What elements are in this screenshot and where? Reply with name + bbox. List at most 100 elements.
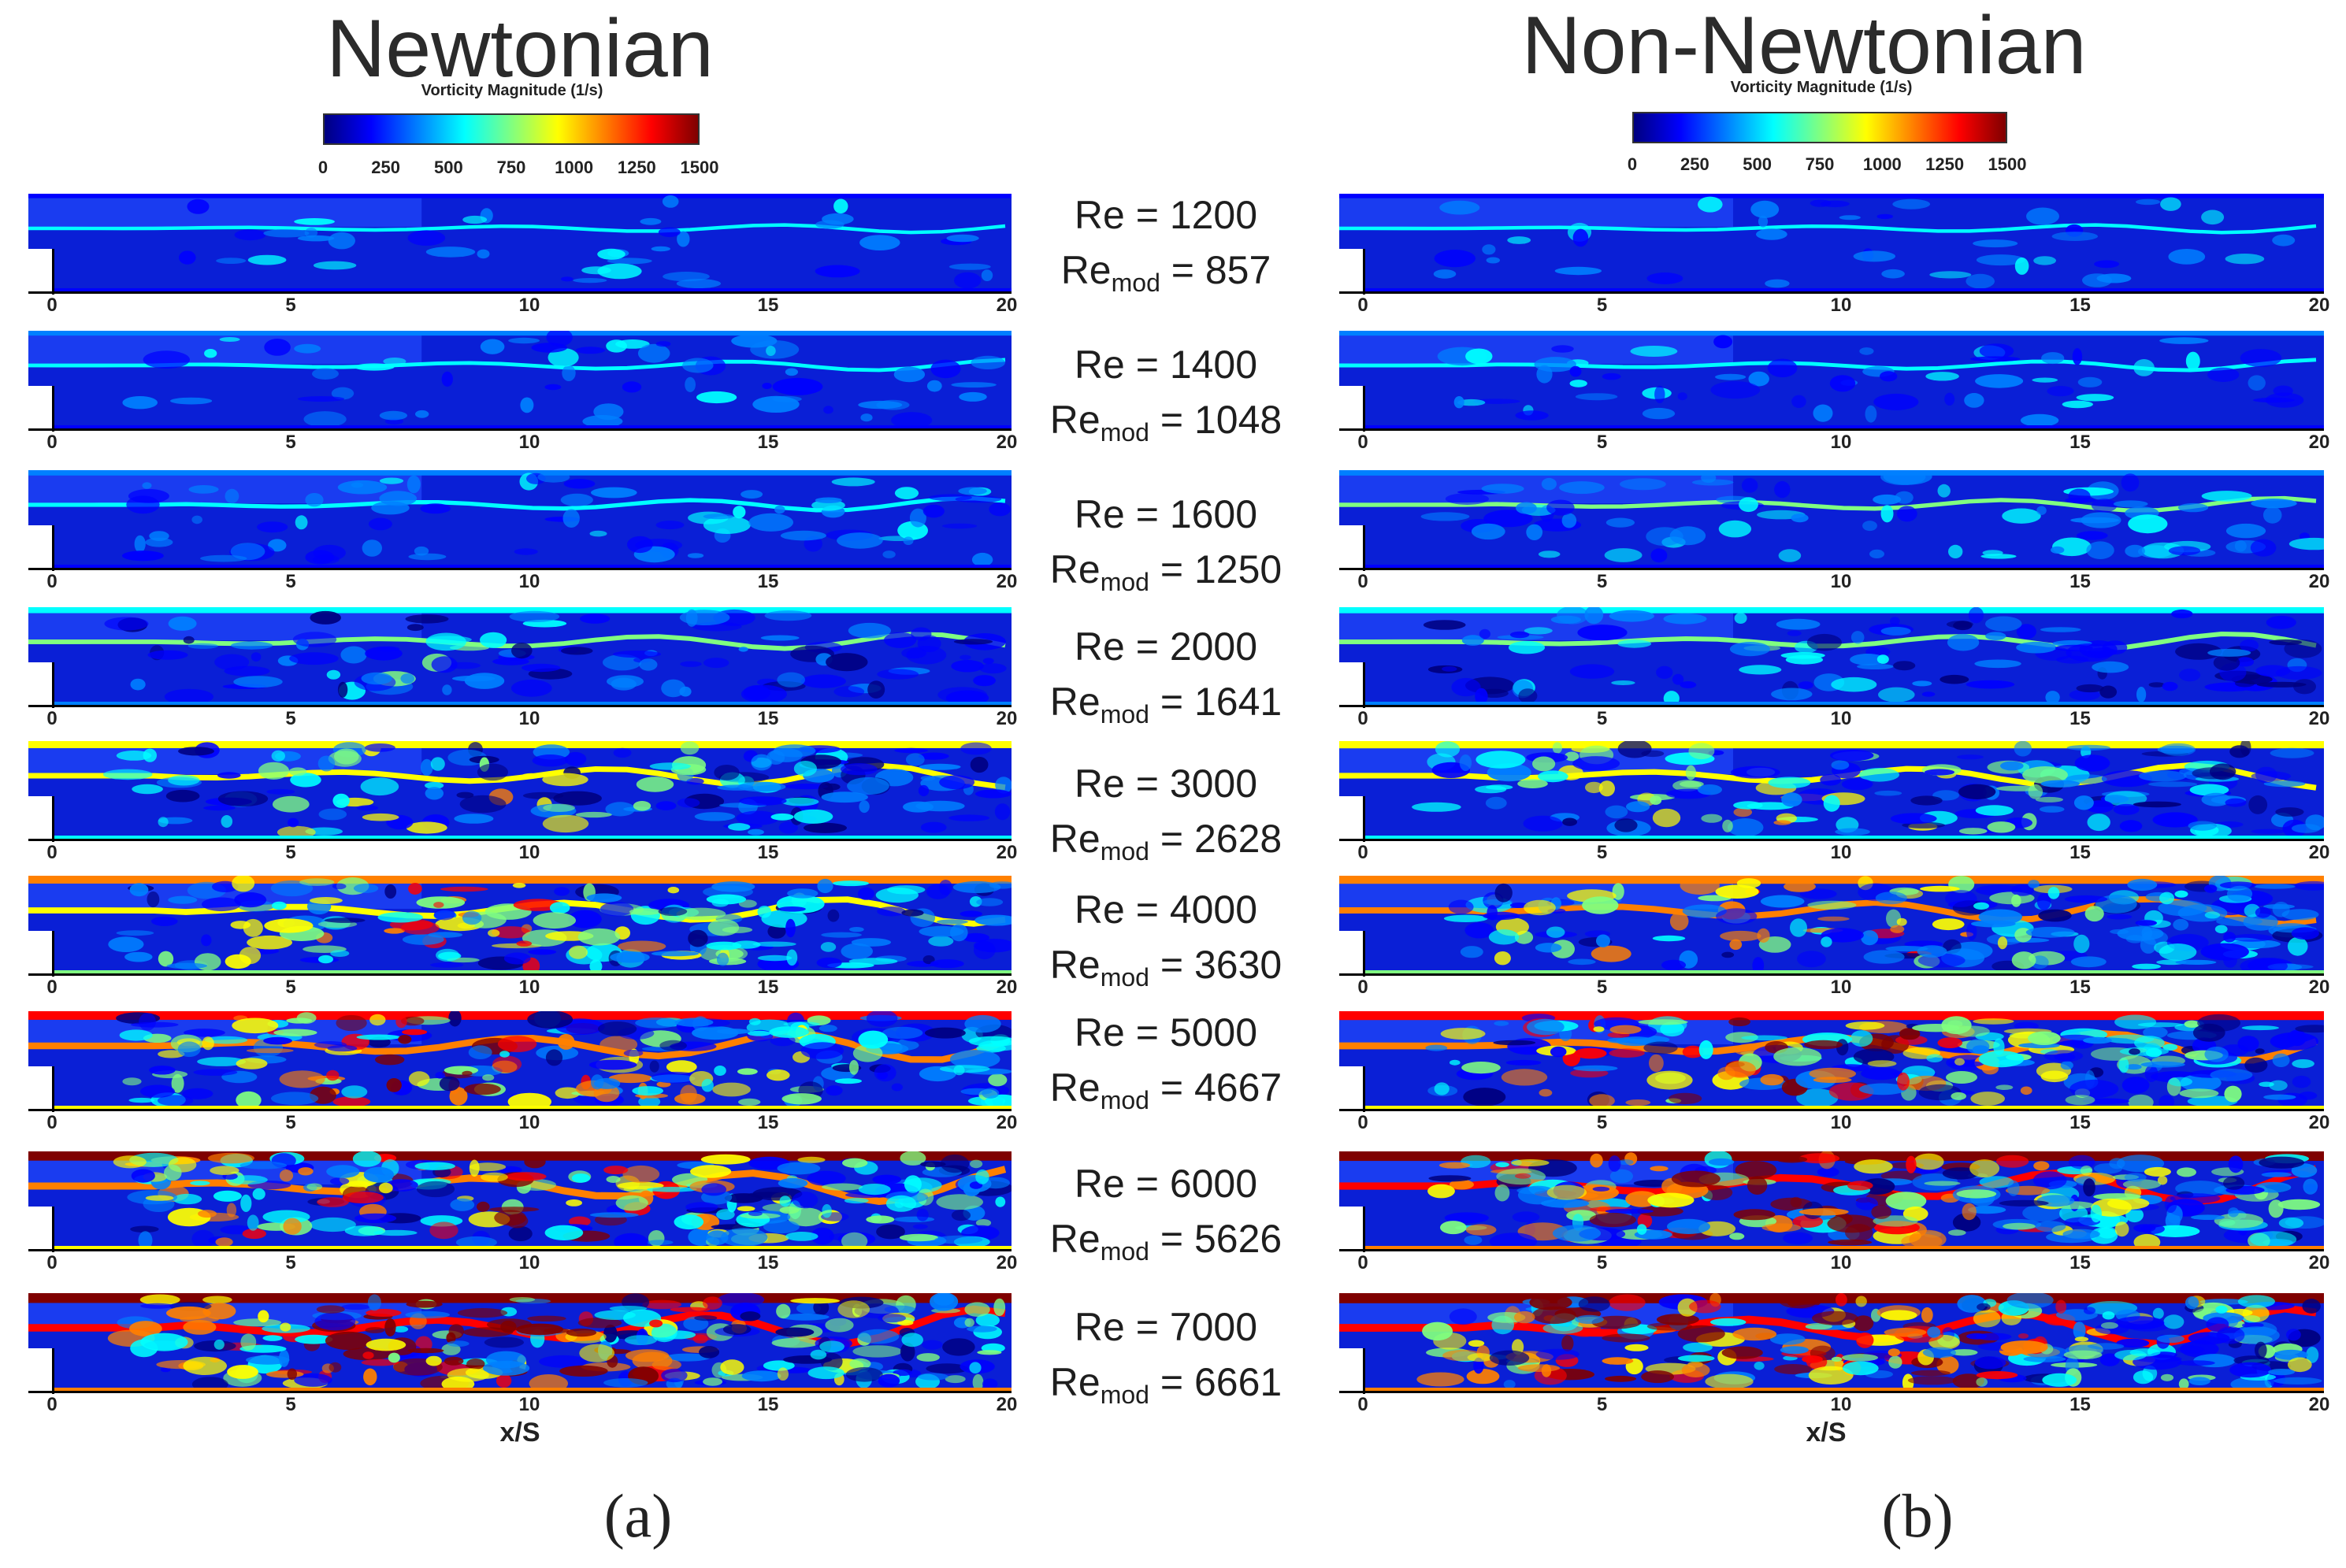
vortex-blob bbox=[1736, 878, 1761, 888]
vortex-blob bbox=[405, 1310, 450, 1319]
vortex-blob bbox=[1591, 1315, 1642, 1329]
vorticity-panel-newtonian bbox=[28, 331, 1012, 428]
vortex-blob bbox=[807, 1170, 846, 1186]
vortex-blob bbox=[1559, 481, 1605, 495]
vortex-blob bbox=[658, 227, 681, 237]
vortex-blob bbox=[1729, 939, 1743, 951]
vortex-blob bbox=[2133, 1370, 2154, 1385]
vortex-blob bbox=[210, 1166, 239, 1175]
vortex-blob bbox=[2229, 745, 2250, 758]
vortex-blob bbox=[2270, 747, 2314, 758]
vortex-blob bbox=[607, 258, 652, 265]
vorticity-panel-non-newtonian bbox=[1339, 741, 2324, 839]
vortex-blob bbox=[1535, 943, 1562, 953]
vortex-blob bbox=[477, 763, 509, 781]
re-mod-value: = 5626 bbox=[1149, 1217, 1283, 1261]
vortex-blob bbox=[904, 1175, 922, 1193]
vortex-blob bbox=[332, 1096, 371, 1107]
top-wall-shear bbox=[28, 1011, 1012, 1020]
vortex-blob bbox=[1660, 1021, 1685, 1037]
vortex-blob bbox=[1688, 743, 1715, 760]
inlet-jet bbox=[28, 331, 422, 364]
vortex-blob bbox=[362, 539, 382, 557]
vortex-blob bbox=[406, 1300, 443, 1308]
vortex-blob bbox=[193, 1069, 238, 1076]
vortex-blob bbox=[1475, 688, 1488, 705]
vortex-blob bbox=[1921, 1307, 1933, 1323]
step-wall bbox=[1363, 249, 1365, 295]
vortex-blob bbox=[407, 230, 446, 246]
top-wall-shear bbox=[1339, 876, 2324, 884]
vortex-blob bbox=[447, 1368, 489, 1382]
vortex-blob bbox=[951, 660, 984, 673]
vortex-blob bbox=[2293, 679, 2316, 695]
vortex-blob bbox=[277, 825, 316, 839]
vortex-blob bbox=[785, 784, 829, 790]
vortex-blob bbox=[187, 198, 210, 214]
vortex-blob bbox=[119, 1029, 153, 1041]
vortex-blob bbox=[1602, 1357, 1634, 1365]
vortex-blob bbox=[239, 1161, 288, 1170]
vortex-blob bbox=[1976, 1377, 1988, 1387]
vortex-blob bbox=[677, 798, 700, 808]
vortex-blob bbox=[2306, 1347, 2319, 1363]
vortex-blob bbox=[2076, 531, 2108, 540]
vortex-blob bbox=[2041, 352, 2065, 365]
vortex-blob bbox=[625, 1349, 670, 1362]
vortex-blob bbox=[579, 1344, 615, 1362]
x-tick-label: 15 bbox=[2069, 571, 2091, 592]
vortex-blob bbox=[1748, 371, 1769, 387]
x-axis-line bbox=[28, 291, 1012, 294]
vortex-blob bbox=[1433, 269, 1457, 279]
x-tick-label: 20 bbox=[2308, 708, 2330, 729]
vortex-blob bbox=[400, 673, 415, 684]
vortex-blob bbox=[2144, 1065, 2159, 1082]
vortex-blob bbox=[143, 748, 157, 762]
vortex-blob bbox=[637, 343, 670, 363]
x-tick-label: 15 bbox=[2069, 432, 2091, 453]
vortex-blob bbox=[509, 610, 560, 622]
vortex-blob bbox=[2051, 232, 2098, 241]
vortex-blob bbox=[297, 235, 335, 242]
vortex-blob bbox=[227, 1365, 258, 1379]
x-tick-label: 5 bbox=[1596, 1252, 1608, 1273]
vortex-blob bbox=[614, 1233, 648, 1249]
vortex-blob bbox=[866, 1215, 895, 1224]
vorticity-panel-non-newtonian bbox=[1339, 331, 2324, 428]
vortex-blob bbox=[2287, 936, 2308, 956]
vortex-blob bbox=[201, 934, 212, 947]
vortex-blob bbox=[2003, 1222, 2036, 1230]
vortex-blob bbox=[279, 1170, 294, 1182]
vortex-blob bbox=[219, 337, 240, 342]
vortex-blob bbox=[688, 929, 708, 947]
vortex-blob bbox=[687, 553, 704, 558]
vortex-blob bbox=[685, 376, 696, 392]
vortex-blob bbox=[2278, 1217, 2304, 1229]
vortex-blob bbox=[1494, 951, 1511, 966]
vortex-blob bbox=[462, 215, 488, 224]
x-tick-label: 10 bbox=[1830, 1252, 1852, 1273]
vortex-blob bbox=[1562, 817, 1577, 826]
vortex-blob bbox=[1912, 1024, 1960, 1032]
vortex-blob bbox=[2032, 377, 2058, 383]
vortex-blob bbox=[1602, 373, 1621, 380]
vortex-blob bbox=[1757, 928, 1770, 943]
vortex-blob bbox=[459, 795, 507, 814]
x-tick-label: 5 bbox=[1596, 977, 1608, 998]
vortex-blob bbox=[1767, 358, 1798, 378]
vortex-blob bbox=[548, 348, 579, 367]
vortex-blob bbox=[1585, 781, 1603, 794]
vortex-blob bbox=[1552, 1225, 1602, 1242]
vortex-blob bbox=[575, 811, 612, 818]
vortex-blob bbox=[549, 902, 570, 914]
vortex-blob bbox=[2179, 669, 2201, 682]
vortex-blob bbox=[2206, 1317, 2229, 1333]
colorbar-tick: 1250 bbox=[1925, 154, 1965, 174]
vortex-blob bbox=[2066, 774, 2107, 784]
x-tick-label: 5 bbox=[1596, 432, 1608, 453]
vortex-blob bbox=[747, 1192, 790, 1198]
vortex-blob bbox=[1867, 1060, 1897, 1067]
vortex-blob bbox=[2141, 926, 2153, 940]
vortex-blob bbox=[716, 1209, 735, 1220]
vortex-blob bbox=[247, 1214, 259, 1231]
